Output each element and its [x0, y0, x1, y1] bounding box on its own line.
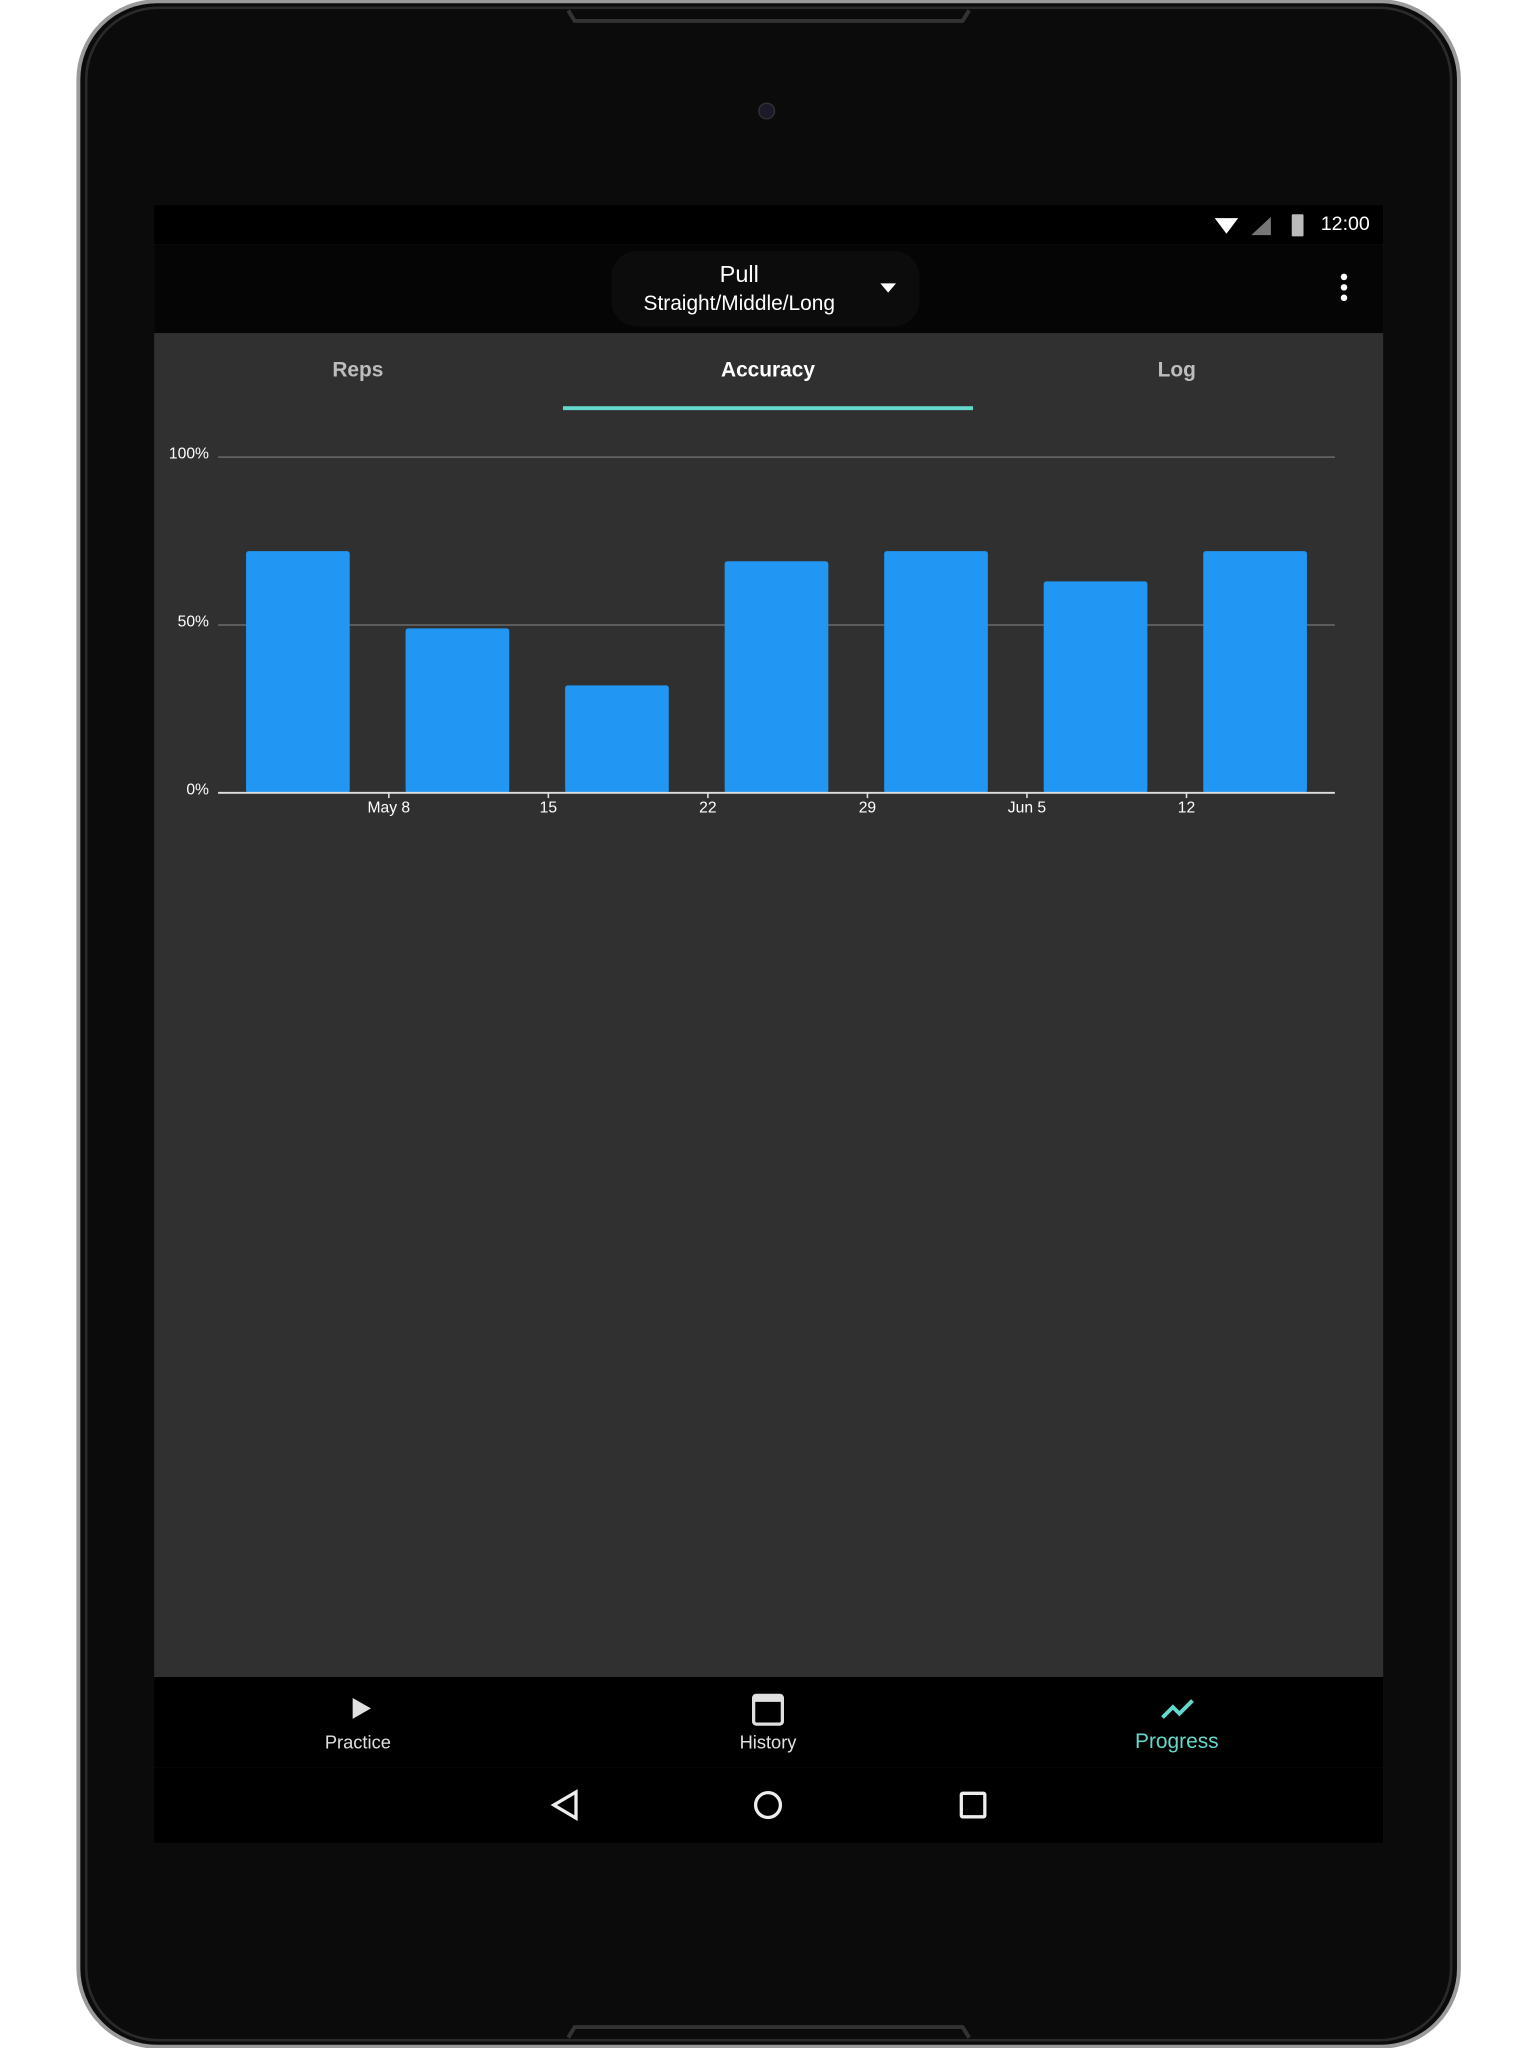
tab-selected[interactable]: Accuracy — [721, 358, 815, 381]
recents-button[interactable] — [959, 1791, 987, 1819]
bottom-nav — [154, 1677, 1384, 1768]
speaker-bottom — [566, 2025, 971, 2039]
tab[interactable]: Log — [1158, 358, 1196, 381]
battery-icon — [1291, 214, 1304, 237]
bar — [246, 551, 350, 793]
x-tick-label: 22 — [699, 800, 716, 817]
bar — [724, 561, 829, 793]
bar — [1043, 581, 1148, 793]
dropdown-arrow[interactable] — [880, 283, 896, 293]
nav-label[interactable]: Practice — [325, 1732, 391, 1753]
system-nav-bar — [154, 1767, 1384, 1843]
y-tick-label: 0% — [186, 781, 209, 798]
practice-icon[interactable] — [352, 1697, 371, 1719]
tab[interactable]: Reps — [332, 358, 383, 381]
status-bar — [154, 205, 1384, 245]
y-tick-label: 100% — [169, 446, 209, 463]
y-tick-label: 50% — [178, 614, 209, 631]
exercise-selector[interactable] — [611, 250, 920, 327]
x-tick-label: 29 — [859, 800, 876, 817]
nav-label[interactable]: History — [740, 1732, 798, 1753]
x-tick-label: May 8 — [368, 800, 411, 817]
x-tick-label: Jun 5 — [1008, 800, 1047, 817]
history-icon-band — [753, 1695, 783, 1702]
bar — [405, 628, 510, 793]
home-button[interactable] — [753, 1791, 783, 1820]
camera — [758, 102, 776, 120]
bar — [884, 551, 988, 793]
tab-indicator — [562, 406, 974, 411]
x-tick-label: 12 — [1178, 800, 1195, 817]
accuracy-chart: 0% 50% 100% May 8 15 22 29 Jun 5 12 — [169, 446, 1335, 817]
back-button[interactable] — [550, 1789, 578, 1821]
wifi-icon — [1214, 218, 1239, 234]
speaker-top — [566, 9, 971, 23]
screen — [154, 205, 1384, 1843]
nav-label-selected[interactable]: Progress — [1135, 1730, 1219, 1753]
bar — [1203, 551, 1307, 793]
x-tick-label: 15 — [540, 800, 558, 817]
clock: 12:00 — [1321, 213, 1370, 235]
overflow-menu[interactable] — [1340, 273, 1348, 302]
progress-icon[interactable] — [1161, 1699, 1194, 1719]
toolbar-title: Pull — [720, 261, 759, 287]
toolbar-subtitle: Straight/Middle/Long — [644, 292, 835, 315]
bar — [565, 685, 669, 793]
